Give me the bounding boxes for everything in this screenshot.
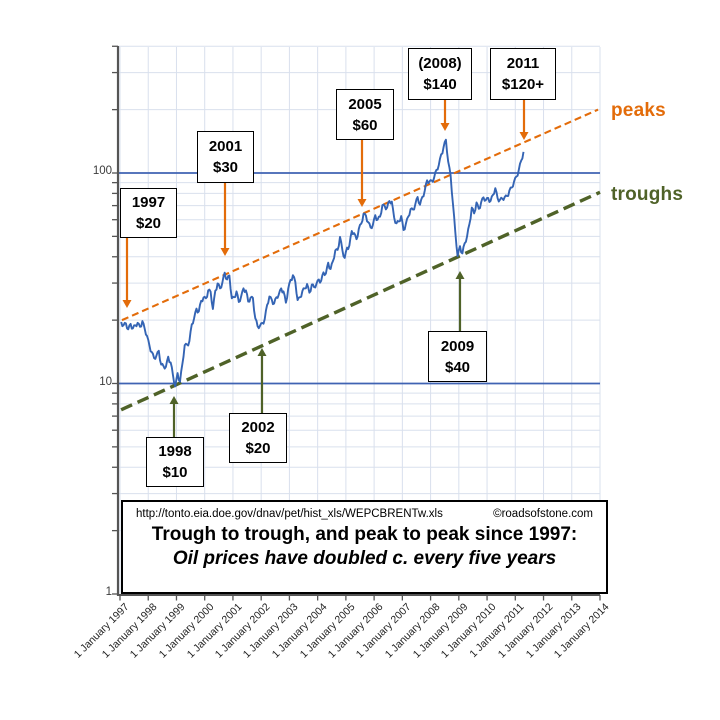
source-row: http://tonto.eia.doe.gov/dnav/pet/hist_x… — [123, 502, 606, 520]
callout-price: $40 — [444, 358, 471, 376]
callout-price: $60 — [352, 116, 378, 134]
callout-1998: 1998 $10 — [146, 437, 204, 487]
chart-subtitle: Oil prices have doubled c. every five ye… — [172, 548, 557, 569]
credit-text: ©roadsofstone.com — [493, 508, 593, 520]
callout-2005: 2005 $60 — [336, 89, 394, 140]
callout-price: $140 — [423, 76, 457, 93]
callout-2001: 2001 $30 — [197, 131, 254, 183]
callout-year: 1997 — [131, 194, 166, 211]
callout-year: 2002 — [241, 419, 275, 436]
troughs-trendline-label: troughs — [611, 184, 684, 205]
y-gridlines — [118, 45, 600, 532]
peaks-trendline-label: peaks — [611, 100, 666, 121]
callout-2009: 2009 $40 — [428, 331, 487, 382]
annotation-arrows — [122, 100, 529, 437]
callout-price: $120+ — [501, 76, 545, 93]
callout-year: 1998 — [158, 443, 192, 460]
callout-year: (2008) — [418, 55, 462, 72]
chart-title: Trough to trough, and peak to peak since… — [151, 524, 578, 545]
callout-year: 2005 — [348, 95, 382, 113]
y-axis-label-1: 1 — [105, 586, 112, 598]
callout-price: $20 — [245, 440, 271, 457]
callout-price: $30 — [212, 159, 239, 176]
callout-2008: (2008) $140 — [408, 48, 472, 100]
callout-price: $10 — [162, 464, 188, 481]
peaks-trendline — [121, 108, 599, 322]
title-box: http://tonto.eia.doe.gov/dnav/pet/hist_x… — [121, 500, 608, 594]
callout-year: 2011 — [506, 55, 540, 72]
axes — [112, 45, 601, 601]
callout-year: 2001 — [208, 138, 243, 155]
y-axis-label-100: 100 — [92, 165, 112, 177]
oil-price-series-line — [120, 138, 525, 388]
source-url: http://tonto.eia.doe.gov/dnav/pet/hist_x… — [136, 508, 443, 520]
troughs-trendline — [120, 190, 601, 412]
callout-2002: 2002 $20 — [229, 413, 287, 463]
callout-price: $20 — [135, 215, 162, 232]
callout-1997: 1997 $20 — [120, 188, 177, 238]
callout-2011: 2011 $120+ — [490, 48, 556, 100]
y-axis-label-10: 10 — [99, 375, 112, 388]
callout-year: 2009 — [440, 337, 475, 355]
